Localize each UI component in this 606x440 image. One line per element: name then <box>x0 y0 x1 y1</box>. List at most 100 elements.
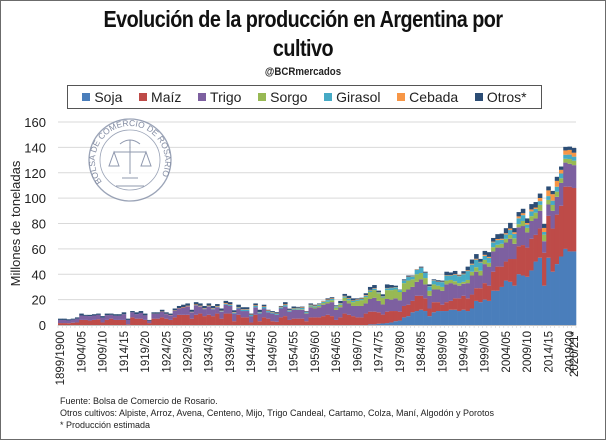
bar-segment-otros <box>427 284 432 287</box>
bar-segment-maiz <box>176 314 182 325</box>
bar-segment-otros <box>317 303 322 304</box>
bar-segment-cebada <box>270 311 275 313</box>
bar-segment-girasol <box>457 276 462 284</box>
chart-legend: Soja Maíz Trigo Sorgo Girasol Cebada Otros* <box>67 85 542 109</box>
x-tick-label: 1899/1900 <box>55 331 67 385</box>
bar-segment-girasol <box>367 290 373 293</box>
bar-segment-maiz <box>312 317 318 325</box>
bar-segment-otros <box>346 295 352 299</box>
bar-segment-maiz <box>499 266 505 287</box>
bar-segment-soja <box>384 323 390 325</box>
bar-segment-girasol <box>274 313 280 315</box>
bar-segment-trigo <box>147 320 152 324</box>
bar-segment-trigo <box>223 304 229 314</box>
bar-segment-maiz <box>257 321 263 325</box>
bar-segment-soja <box>533 261 539 325</box>
bar-segment-girasol <box>219 311 224 312</box>
bar-segment-otros <box>270 311 275 312</box>
bar-segment-trigo <box>104 315 110 320</box>
bar-segment-otros <box>206 303 212 306</box>
legend-label: Cebada <box>409 89 459 105</box>
bar-segment-otros <box>512 228 517 233</box>
x-tick-label: 1959/60 <box>310 331 322 373</box>
bar-segment-girasol <box>537 201 543 205</box>
bar-segment-soja <box>367 324 373 325</box>
bar-segment-otros <box>567 146 573 150</box>
bar-segment-cebada <box>486 256 492 258</box>
bar-segment-maiz <box>410 300 415 313</box>
bar-segment-trigo <box>304 313 309 322</box>
bar-segment-cebada <box>372 288 377 289</box>
bar-segment-trigo <box>117 315 122 320</box>
bar-segment-otros <box>62 318 67 320</box>
bar-segment-sorgo <box>542 234 547 242</box>
bar-segment-otros <box>117 314 122 316</box>
bar-segment-girasol <box>393 287 398 290</box>
bar-segment-soja <box>389 322 394 325</box>
bar-segment-otros <box>478 258 483 262</box>
bar-segment-otros <box>164 312 169 314</box>
bar-segment-trigo <box>503 242 509 262</box>
bar-segment-maiz <box>423 298 428 312</box>
x-tick-label: 1929/30 <box>183 331 195 373</box>
bar-segment-otros <box>372 285 377 289</box>
bar-segment-girasol <box>384 288 390 291</box>
bar-segment-cebada <box>461 273 466 275</box>
bar-segment-trigo <box>266 312 271 319</box>
legend-swatch <box>82 93 91 101</box>
bar-segment-trigo <box>83 315 89 320</box>
bar-segment-trigo <box>491 251 496 272</box>
bar-segment-girasol <box>431 280 437 285</box>
bar-segment-soja <box>529 270 534 325</box>
bar-segment-trigo <box>108 314 114 319</box>
bar-segment-maiz <box>202 316 207 325</box>
bar-segment-otros <box>278 305 284 307</box>
bar-segment-otros <box>244 307 250 310</box>
bar-segment-maiz <box>452 298 458 310</box>
x-tick-label: 1919/20 <box>140 331 152 373</box>
bar-segment-soja <box>563 248 568 326</box>
bar-segment-soja <box>431 312 437 325</box>
bar-segment-trigo <box>380 304 386 315</box>
y-tick-label: 0 <box>39 318 46 333</box>
bar-segment-trigo <box>520 226 526 246</box>
bar-segment-sorgo <box>414 274 420 282</box>
bar-segment-trigo <box>151 313 156 319</box>
bar-segment-otros <box>495 234 500 239</box>
bar-segment-sorgo <box>410 279 415 287</box>
bar-segment-girasol <box>440 282 445 287</box>
bar-segment-maiz <box>181 314 186 325</box>
bar-segment-cebada <box>308 304 314 306</box>
chart-subtitle: @BCRmercados <box>264 66 342 78</box>
bar-segment-maiz <box>121 319 127 325</box>
bar-segment-otros <box>168 313 173 315</box>
bar-segment-soja <box>550 271 556 325</box>
bar-segment-maiz <box>448 300 454 310</box>
bar-segment-otros <box>406 275 411 277</box>
bar-segment-trigo <box>359 305 365 318</box>
bar-segment-otros <box>100 316 106 318</box>
bar-segment-girasol <box>508 230 513 235</box>
bar-segment-otros <box>151 312 156 314</box>
footer-source: Fuente: Bolsa de Comercio de Rosario. <box>60 396 218 406</box>
bar-segment-otros <box>448 272 454 276</box>
bar-segment-otros <box>83 314 89 316</box>
bar-segment-soja <box>435 311 441 325</box>
bar-segment-soja <box>410 312 415 325</box>
bar-segment-soja <box>554 264 560 325</box>
bar-segment-cebada <box>469 263 475 265</box>
bar-segment-girasol <box>329 298 335 301</box>
bar-segment-cebada <box>537 198 543 202</box>
bar-segment-otros <box>104 313 110 316</box>
bar-segment-otros <box>516 212 522 217</box>
bar-segment-maiz <box>138 318 144 325</box>
bar-segment-maiz <box>70 322 76 325</box>
bar-segment-soja <box>571 251 577 325</box>
bar-segment-trigo <box>261 308 267 318</box>
bar-segment-maiz <box>401 305 407 318</box>
bar-segment-sorgo <box>431 284 437 290</box>
bar-segment-sorgo <box>312 307 318 309</box>
bar-segment-trigo <box>312 308 318 318</box>
bar-segment-cebada <box>346 298 352 299</box>
bar-segment-maiz <box>300 318 305 325</box>
